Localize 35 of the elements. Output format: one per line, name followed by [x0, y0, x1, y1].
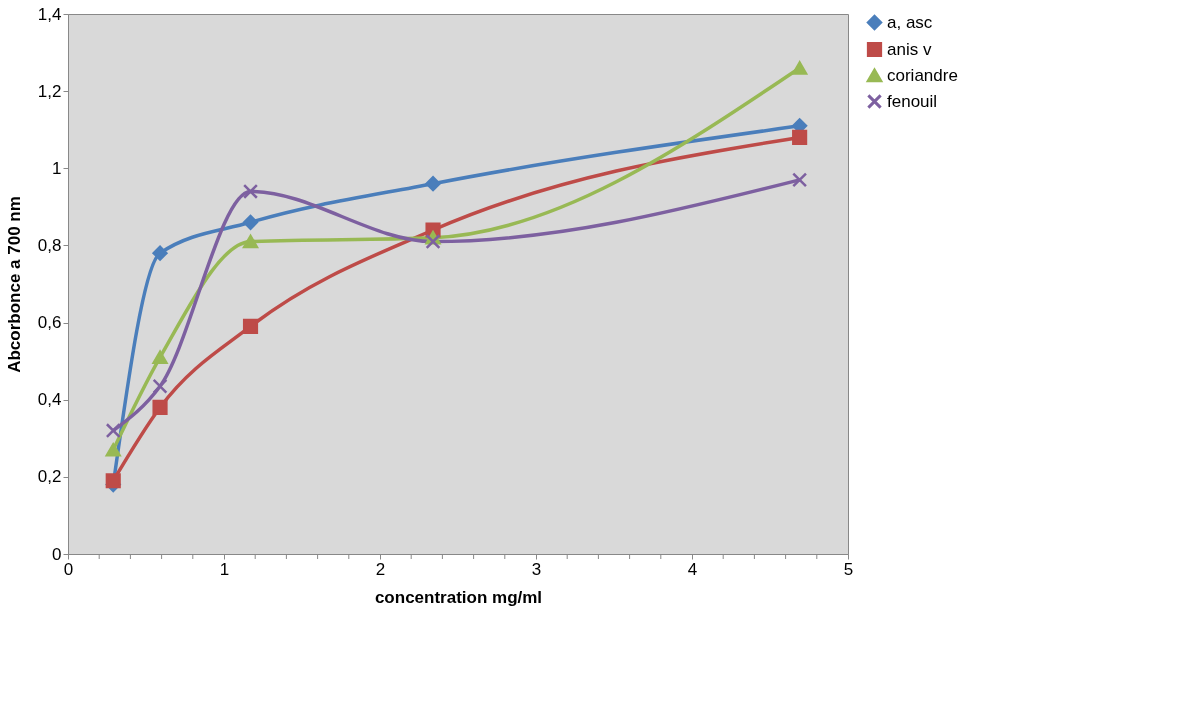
point: [792, 129, 808, 145]
point: [242, 183, 259, 199]
y-tick-label: 1,2: [37, 81, 62, 101]
x-tick-label: 3: [531, 559, 542, 579]
point: [105, 443, 121, 457]
x-tick-label: 4: [687, 559, 698, 579]
x-tick-label: 2: [375, 559, 386, 579]
point: [242, 234, 259, 249]
y-tick-label: 1,4: [37, 4, 62, 24]
point: [152, 378, 168, 394]
y-tick-label: 0,2: [37, 467, 62, 487]
x-tick-label: 5: [843, 559, 854, 579]
y-tick-label: 0,8: [37, 235, 62, 255]
legend-label: coriandre: [887, 65, 958, 85]
point: [792, 61, 808, 75]
y-tick-label: 0,6: [37, 313, 62, 333]
point: [242, 318, 259, 334]
point: [425, 176, 441, 192]
point: [105, 473, 121, 489]
y-tick-label: 0,4: [37, 390, 62, 410]
point: [152, 245, 168, 261]
point: [152, 350, 168, 365]
x-tick-label: 1: [219, 559, 230, 579]
legend-label: anis v: [887, 39, 932, 59]
point: [105, 423, 121, 439]
y-tick-label: 0: [52, 544, 62, 564]
y-axis-title: Abcorbonce a 700 nm: [4, 196, 24, 373]
legend-label: a, asc: [887, 12, 933, 32]
point: [792, 172, 808, 188]
y-tick-label: 1: [52, 158, 62, 178]
point: [152, 399, 168, 415]
point: [425, 234, 441, 250]
legend-label: fenouil: [887, 91, 938, 111]
x-axis-title: concentration mg/ml: [374, 587, 543, 607]
point: [242, 214, 259, 230]
